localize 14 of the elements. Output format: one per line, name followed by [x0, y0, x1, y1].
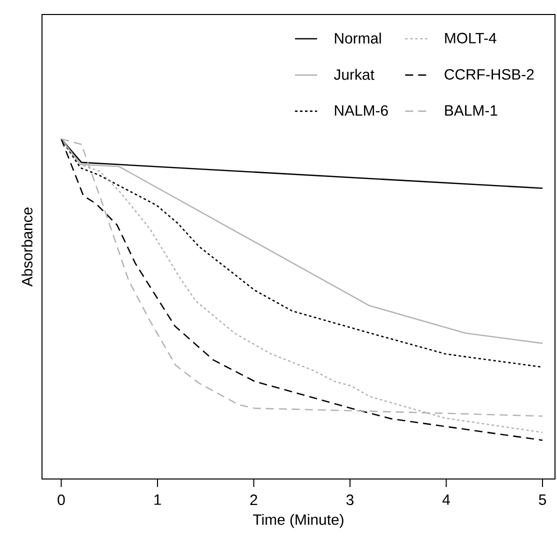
legend-label: CCRF-HSB-2: [444, 69, 534, 80]
x-tick-label: 5: [538, 494, 546, 505]
legend-label: NALM-6: [334, 105, 388, 116]
legend-label: Jurkat: [334, 68, 374, 80]
legend-label: MOLT-4: [445, 32, 496, 44]
legend-label: BALM-1: [445, 105, 498, 116]
legend-label: Normal: [334, 32, 381, 44]
x-tick-label: 1: [154, 494, 161, 505]
x-axis-title: Time (Minute): [253, 514, 344, 528]
x-tick-label: 2: [250, 494, 258, 505]
x-tick-label: 3: [346, 494, 354, 506]
x-tick-label: 0: [58, 494, 65, 506]
y-axis-title: Absorbance: [22, 208, 32, 287]
x-tick-label: 4: [442, 494, 450, 505]
